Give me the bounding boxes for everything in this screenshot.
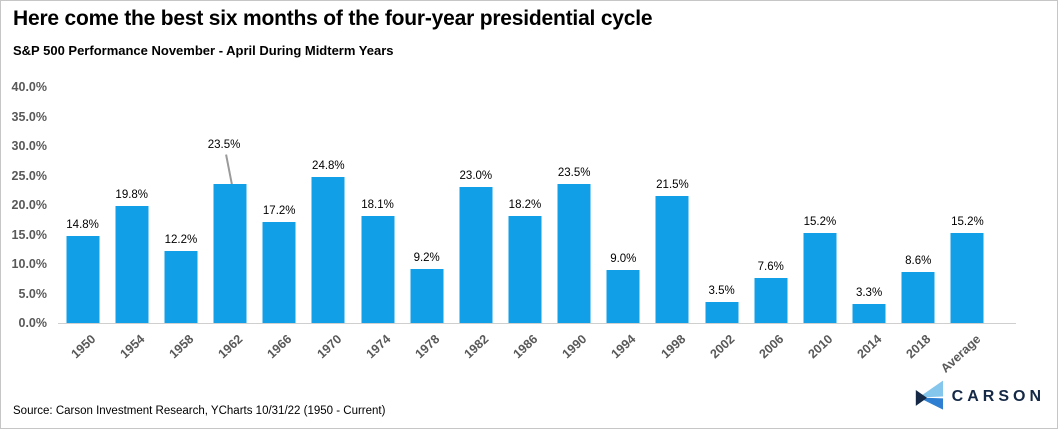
bar — [164, 251, 198, 323]
bar-value-label: 14.8% — [66, 218, 99, 231]
bar-slot: 15.2% 2010 — [795, 87, 844, 361]
x-tick-label: 1950 — [68, 332, 99, 362]
y-tick-label: 10.0% — [11, 257, 47, 271]
y-tick-label: 30.0% — [11, 139, 47, 153]
bar-value-label: 12.2% — [164, 234, 198, 247]
y-tick-label: 20.0% — [11, 198, 47, 212]
x-tick-label: 1990 — [559, 332, 590, 362]
bar-value-label: 23.5% — [207, 139, 241, 152]
bar-value-label: 7.6% — [757, 261, 784, 274]
y-tick-label: 35.0% — [11, 109, 47, 124]
y-tick-label: 5.0% — [18, 286, 48, 301]
plot-area: 14.8% 1950 19.8% 1954 12.2% 1958 23.5% 1962 17.2… — [58, 87, 992, 376]
bar-value-label: 9.0% — [610, 252, 637, 265]
x-tick-label: 1958 — [166, 332, 197, 362]
bar-slot: 19.8% 1954 — [107, 87, 156, 361]
bar-slot: 7.6% 2006 — [746, 87, 795, 361]
x-tick-label: 1954 — [117, 332, 148, 362]
x-tick-label: 1966 — [264, 332, 295, 362]
bar — [361, 216, 395, 323]
y-tick-label: 25.0% — [11, 168, 47, 183]
y-tick-label: 15.0% — [11, 227, 47, 242]
bar-value-label: 23.5% — [557, 167, 591, 180]
bar-slot: 8.6% 2018 — [894, 87, 943, 361]
bar-slot: 23.5% 1962 — [205, 87, 254, 361]
bar-slot: 18.1% 1974 — [353, 87, 402, 361]
page-title: Here come the best six months of the fou… — [13, 7, 653, 30]
bar-value-label: 23.0% — [459, 170, 493, 183]
bar — [950, 233, 984, 323]
bar — [459, 187, 493, 323]
bar — [262, 221, 296, 323]
y-tick-label: 40.0% — [11, 80, 47, 94]
bar-value-label: 3.3% — [855, 286, 883, 299]
x-tick-label: 1986 — [510, 332, 541, 362]
bar-slot: 9.0% 1994 — [599, 87, 648, 361]
bar — [655, 196, 689, 323]
bar-slot: 23.5% 1990 — [550, 87, 599, 361]
x-tick-label: 2002 — [707, 332, 738, 362]
bar-slot: 3.5% 2002 — [697, 87, 746, 361]
bar — [852, 303, 886, 323]
bar — [557, 184, 591, 323]
bar-slot: 3.3% 2014 — [845, 87, 894, 361]
x-tick-label: 2014 — [854, 332, 885, 362]
x-tick-label: 2010 — [805, 332, 836, 362]
label-leader-line — [225, 154, 233, 186]
bar-slot: 14.8% 1950 — [58, 87, 107, 361]
bar — [66, 235, 100, 323]
bar-value-label: 24.8% — [312, 159, 345, 172]
bar — [803, 233, 837, 323]
bar — [311, 176, 345, 323]
bar-slot: 21.5% 1998 — [648, 87, 697, 361]
x-axis-line — [58, 323, 1016, 324]
x-tick-label: 2006 — [756, 332, 787, 362]
x-tick-label: 1998 — [658, 332, 689, 362]
bar-value-label: 21.5% — [656, 179, 689, 192]
x-tick-label: 1962 — [215, 332, 246, 362]
carson-logo-icon — [915, 380, 943, 410]
bar — [606, 269, 640, 323]
carson-logo-text: CARSON — [951, 387, 1045, 405]
bar-slot: 9.2% 1978 — [402, 87, 451, 361]
carson-logo: CARSON — [913, 380, 1045, 413]
bar-value-label: 18.1% — [361, 199, 394, 212]
x-tick-label: 1970 — [314, 332, 344, 362]
bar-value-label: 3.5% — [708, 285, 735, 298]
y-axis: 0.0% 5.0% 10.0% 15.0% 20.0% 25.0% 30.0% 35.0% 40… — [1, 80, 51, 330]
source-note: Source: Carson Investment Research, YCha… — [13, 405, 386, 417]
bar — [705, 302, 739, 323]
bar-value-label: 9.2% — [413, 251, 440, 264]
bar — [754, 278, 788, 323]
bar-value-label: 8.6% — [905, 255, 932, 268]
x-tick-label: 2018 — [903, 332, 934, 362]
bar — [410, 268, 444, 323]
bar — [508, 215, 542, 323]
bar-value-label: 18.2% — [508, 198, 542, 211]
x-tick-label: 1982 — [461, 332, 492, 362]
bar — [115, 206, 149, 323]
bar-value-label: 17.2% — [262, 204, 296, 217]
bar-value-label: 15.2% — [803, 216, 837, 229]
bar-slot: 23.0% 1982 — [451, 87, 500, 361]
bar-value-label: 19.8% — [115, 189, 149, 202]
x-tick-label: 1974 — [363, 332, 394, 362]
bar-slot: 12.2% 1958 — [156, 87, 205, 361]
x-tick-label: 1994 — [608, 332, 639, 362]
bar-slot: 24.8% 1970 — [304, 87, 353, 361]
bar — [213, 184, 247, 323]
x-tick-label: 1978 — [412, 332, 443, 362]
y-tick-label: 0.0% — [18, 316, 48, 330]
bar-slot: 17.2% 1966 — [255, 87, 304, 361]
bar-slot: 15.2% Average — [938, 87, 992, 376]
x-tick-label: Average — [937, 332, 983, 376]
bar — [901, 272, 935, 323]
chart-subtitle: S&P 500 Performance November - April Dur… — [13, 43, 394, 58]
bar-value-label: 15.2% — [951, 216, 984, 229]
bar-slot: 18.2% 1986 — [500, 87, 549, 361]
